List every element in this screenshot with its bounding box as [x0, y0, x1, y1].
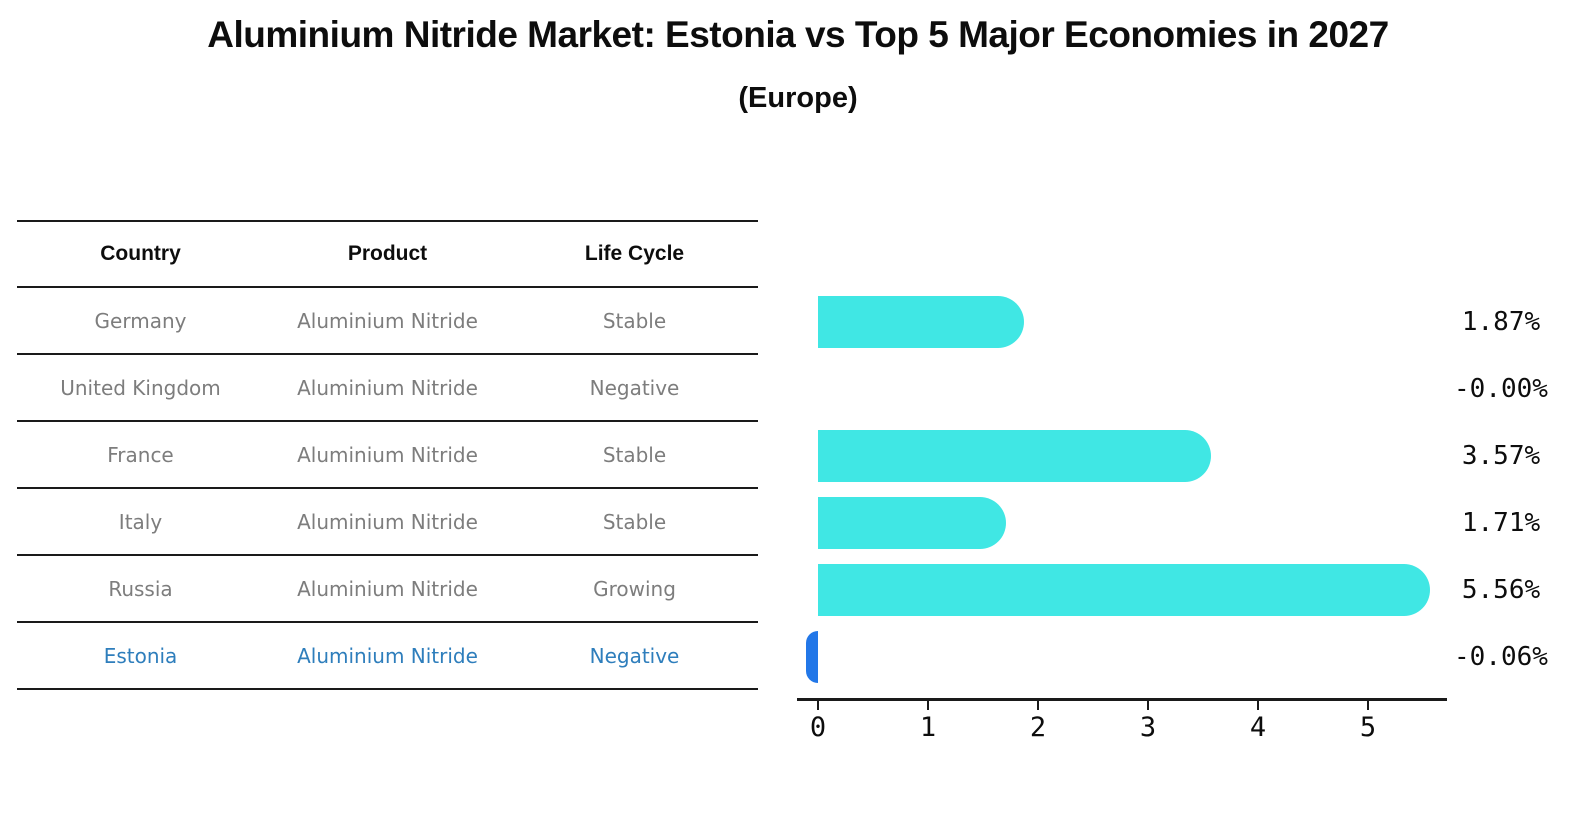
- cell-country: Italy: [118, 509, 163, 534]
- table-header-row: Country Product Life Cycle: [17, 220, 758, 288]
- cell-life-cycle: Growing: [593, 576, 676, 601]
- table-header-cell-product: Product: [347, 242, 428, 265]
- bar-germany: [818, 296, 1024, 348]
- x-tick-label-0: 0: [809, 712, 827, 743]
- cell-life-cycle: Negative: [589, 643, 680, 668]
- cell-product: Aluminium Nitride: [297, 509, 478, 534]
- table-row-france: France Aluminium Nitride Stable: [17, 422, 758, 489]
- cell-country: United Kingdom: [60, 375, 221, 400]
- cell-country: France: [107, 442, 174, 467]
- cell-life-cycle: Stable: [602, 442, 667, 467]
- x-tick: [927, 701, 929, 710]
- cell-life-cycle: Negative: [589, 375, 680, 400]
- table-row-russia: Russia Aluminium Nitride Growing: [17, 556, 758, 623]
- data-table: Country Product Life Cycle Germany Aluminiu…: [17, 220, 758, 690]
- x-tick: [1037, 701, 1039, 710]
- cell-country: Germany: [94, 308, 187, 333]
- cell-life-cycle: Stable: [602, 509, 667, 534]
- table-header-cell-life-cycle: Life Cycle: [584, 242, 685, 265]
- bar-value-label-france: 3.57%: [1461, 441, 1541, 471]
- x-tick: [817, 701, 819, 710]
- bar-estonia: [806, 631, 818, 683]
- chart-title: Aluminium Nitride Market: Estonia vs Top…: [207, 14, 1389, 55]
- cell-product: Aluminium Nitride: [297, 643, 478, 668]
- bar-italy: [818, 497, 1006, 549]
- cell-life-cycle: Stable: [602, 308, 667, 333]
- x-tick: [1367, 701, 1369, 710]
- bar-russia: [818, 564, 1430, 616]
- x-tick-label-5: 5: [1359, 712, 1377, 743]
- cell-product: Aluminium Nitride: [297, 375, 478, 400]
- x-axis-line: [797, 698, 1447, 701]
- x-tick: [1257, 701, 1259, 710]
- cell-product: Aluminium Nitride: [297, 442, 478, 467]
- bar-value-label-germany: 1.87%: [1461, 307, 1541, 337]
- table-header-cell-country: Country: [100, 242, 181, 265]
- table-row-italy: Italy Aluminium Nitride Stable: [17, 489, 758, 556]
- x-tick: [1147, 701, 1149, 710]
- x-tick-label-4: 4: [1249, 712, 1267, 743]
- cell-country: Estonia: [103, 643, 178, 668]
- table-row-estonia: Estonia Aluminium Nitride Negative: [17, 623, 758, 690]
- table-row-united-kingdom: United Kingdom Aluminium Nitride Negative: [17, 355, 758, 422]
- x-tick-label-3: 3: [1139, 712, 1157, 743]
- cell-product: Aluminium Nitride: [297, 576, 478, 601]
- x-tick-label-2: 2: [1029, 712, 1047, 743]
- table-row-germany: Germany Aluminium Nitride Stable: [17, 288, 758, 355]
- bar-value-label-estonia: -0.06%: [1454, 642, 1548, 672]
- bar-value-label-russia: 5.56%: [1461, 575, 1541, 605]
- bar-france: [818, 430, 1211, 482]
- bar-value-label-italy: 1.71%: [1461, 508, 1541, 538]
- cell-country: Russia: [108, 576, 173, 601]
- table-body: Germany Aluminium Nitride Stable United Kin…: [17, 288, 758, 690]
- cell-product: Aluminium Nitride: [297, 308, 478, 333]
- x-tick-label-1: 1: [919, 712, 937, 743]
- chart-subtitle: (Europe): [738, 82, 858, 114]
- bar-value-label-united-kingdom: -0.00%: [1454, 374, 1548, 404]
